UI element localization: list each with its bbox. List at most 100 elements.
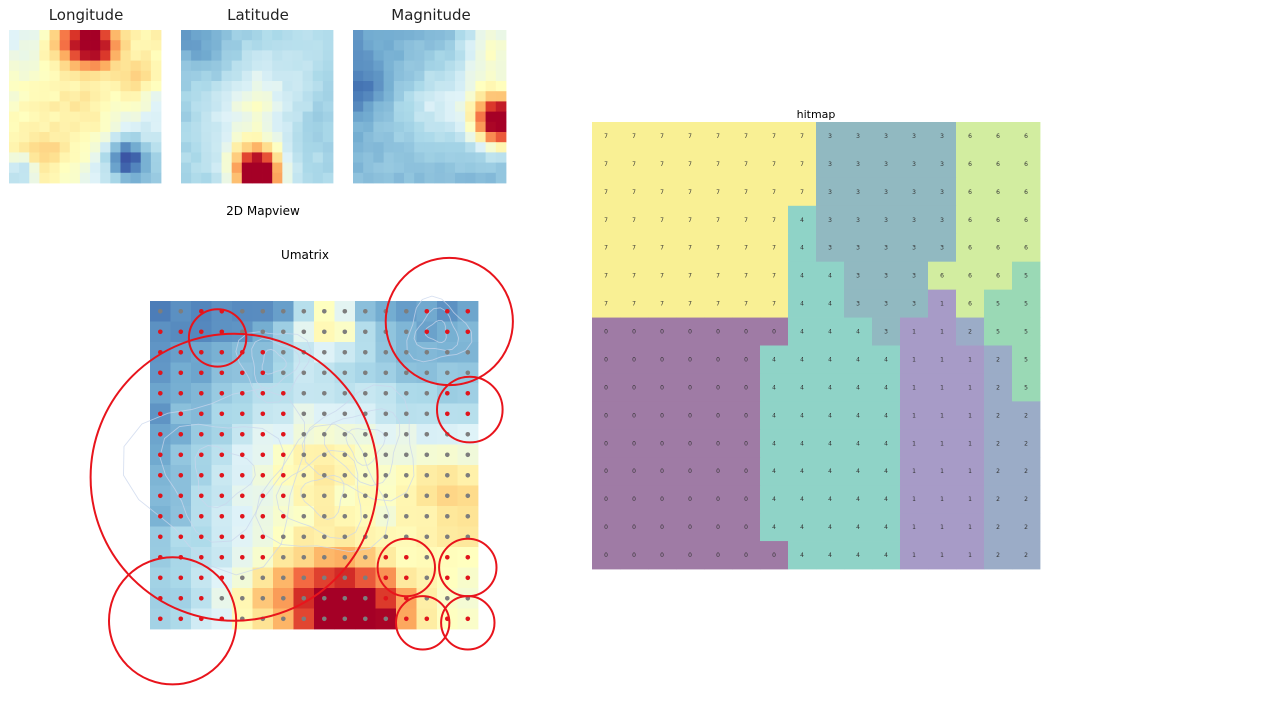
latitude-cell	[282, 30, 293, 41]
umatrix-node-gray	[363, 329, 368, 335]
hitmap-cell-label: 3	[940, 161, 944, 168]
hitmap-cell-label: 3	[912, 245, 916, 252]
umatrix-node-red	[260, 370, 266, 376]
umatrix-node-gray	[322, 534, 327, 540]
magnitude-cell	[434, 132, 446, 143]
magnitude-cell	[404, 60, 415, 72]
hitmap-cell	[956, 149, 985, 179]
hitmap-cell-label: 7	[632, 133, 636, 140]
hitmap-cell-label: 2	[996, 496, 1000, 503]
magnitude-cell	[353, 101, 364, 112]
hitmap-cell-label: 0	[716, 468, 720, 475]
hitmap-cell-label: 7	[632, 161, 636, 168]
hitmap-cell-label: 7	[660, 301, 664, 308]
hitmap-cell	[900, 122, 929, 151]
umatrix-node-red	[178, 350, 184, 355]
umatrix-nodes	[158, 309, 471, 622]
latitude-cell	[272, 172, 283, 184]
longitude-cell	[39, 50, 50, 61]
hitmap-cell	[984, 485, 1013, 514]
magnitude-cell	[424, 111, 435, 123]
longitude-cell	[9, 121, 20, 133]
magnitude-cell	[455, 111, 466, 123]
hitmap-cell-label: 1	[940, 301, 944, 308]
longitude-cell	[110, 91, 121, 102]
hitmap-cell	[984, 401, 1013, 430]
hitmap-cell-label: 4	[828, 496, 832, 503]
longitude-cell	[19, 101, 30, 112]
umatrix-node-red	[219, 411, 225, 417]
magnitude-cell	[465, 70, 476, 82]
longitude-cell	[110, 142, 121, 153]
magnitude-cell	[404, 142, 415, 153]
umatrix-node-red	[158, 493, 163, 499]
umatrix-node-red	[404, 575, 409, 581]
hitmap-cell-label: 0	[716, 496, 720, 503]
hitmap-cell	[760, 457, 789, 486]
hitmap-cell-label: 3	[856, 189, 860, 196]
latitude-cell	[201, 121, 212, 133]
longitude-cell	[110, 50, 121, 61]
hitmap-cell	[620, 401, 649, 430]
latitude-cell	[251, 81, 263, 92]
hitmap-cell	[760, 122, 789, 151]
magnitude-cell	[495, 60, 507, 72]
longitude-cell	[90, 111, 101, 123]
latitude-cell	[191, 101, 202, 112]
umatrix-node-red	[199, 473, 204, 478]
latitude-cell	[241, 142, 253, 153]
latitude-cell	[241, 60, 253, 72]
umatrix-contour-line	[301, 384, 415, 502]
latitude-cell	[191, 30, 202, 41]
hitmap-cell-label: 7	[744, 245, 748, 252]
latitude-cell	[262, 111, 273, 123]
hitmap-cell-label: 7	[660, 133, 664, 140]
hitmap-cell-label: 0	[604, 440, 608, 447]
magnitude-cell	[373, 70, 384, 82]
hitmap-cell-label: 1	[912, 468, 916, 475]
latitude-cell	[211, 70, 222, 82]
latitude-cell	[231, 101, 243, 112]
umatrix-node-gray	[260, 329, 266, 335]
hitmap-cell	[956, 345, 985, 374]
latitude-cell	[302, 172, 314, 184]
longitude-cell	[79, 142, 91, 153]
latitude-cell	[191, 60, 202, 72]
hitmap-cell	[732, 177, 761, 207]
longitude-cell	[49, 142, 61, 153]
magnitude-cell	[485, 91, 497, 102]
umatrix-contour-line	[345, 428, 386, 466]
umatrix-node-gray	[301, 473, 307, 478]
longitude-cell	[19, 132, 30, 143]
umatrix-node-gray	[404, 493, 409, 499]
hitmap-cell	[676, 317, 705, 346]
latitude-cell	[241, 101, 253, 112]
latitude-cell	[272, 81, 283, 92]
longitude-cell	[29, 152, 40, 163]
hitmap-cell	[984, 513, 1013, 542]
longitude-cell	[110, 172, 121, 184]
hitmap-cell-label: 0	[744, 524, 748, 531]
magnitude-cell	[373, 30, 384, 41]
umatrix-node-gray	[281, 309, 286, 314]
umatrix-highlight-circle	[436, 375, 504, 444]
magnitude-cell	[434, 70, 446, 82]
magnitude-cell	[444, 132, 456, 143]
hitmap-cell	[620, 485, 649, 514]
hitmap-cell-label: 7	[716, 189, 720, 196]
longitude-cell	[19, 50, 30, 61]
hitmap-cell-label: 6	[968, 217, 972, 224]
umatrix-node-red	[219, 350, 225, 355]
longitude-cell	[90, 70, 101, 82]
magnitude-cell	[383, 40, 395, 51]
latitude-cell	[231, 172, 243, 184]
magnitude-cell	[455, 132, 466, 143]
umatrix-node-red	[240, 391, 245, 396]
hitmap-cell-label: 7	[660, 161, 664, 168]
umatrix-node-red	[178, 493, 184, 499]
magnitude-cell	[404, 91, 415, 102]
hitmap-cell-label: 2	[996, 552, 1000, 559]
hitmap-cell	[872, 261, 901, 291]
hitmap-cell-label: 1	[968, 440, 972, 447]
hitmap-cell-label: 3	[856, 133, 860, 140]
